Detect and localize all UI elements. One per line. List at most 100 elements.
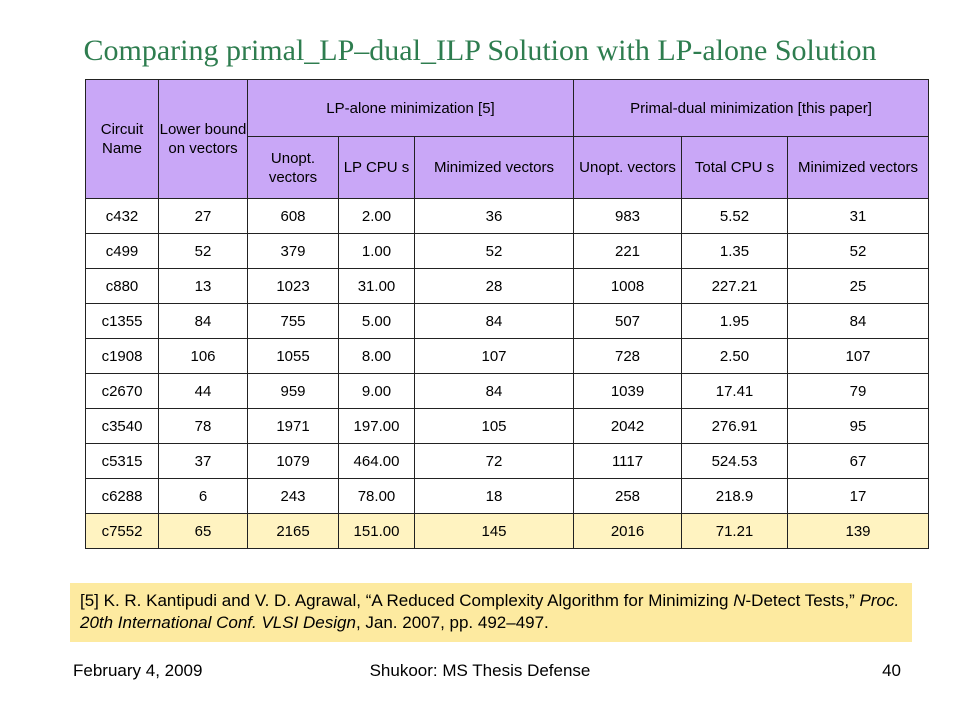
cell-lower-bound: 52: [158, 233, 248, 269]
cell-lp-cpu: 9.00: [338, 373, 415, 409]
cell-pd-minimized: 84: [787, 303, 930, 339]
header-primal-dual-group: Primal-dual minimization [this paper]: [573, 79, 930, 137]
cell-lp-minimized: 28: [413, 268, 575, 304]
cell-lp-minimized: 107: [413, 338, 575, 374]
cell-pd-cpu: 1.95: [681, 303, 789, 339]
cell-circuit: c1908: [85, 338, 159, 374]
cell-pd-cpu: 524.53: [681, 443, 789, 479]
header-lp-alone-group: LP-alone minimization [5]: [246, 79, 575, 137]
cell-circuit: c2670: [85, 373, 159, 409]
cell-lp-unopt: 2165: [247, 513, 339, 549]
cell-lp-cpu: 151.00: [338, 513, 415, 549]
reference-conference-name: Proc. 20th International Conf. VLSI Desi…: [80, 591, 900, 632]
cell-pd-minimized: 31: [787, 198, 930, 234]
table-row: c7552 65 2165 151.00 145 2016 71.21 139: [85, 513, 930, 549]
table-header-row-2: Unopt. vectors LP CPU s Minimized vector…: [86, 136, 930, 199]
cell-circuit: c432: [85, 198, 159, 234]
cell-lp-minimized: 18: [413, 478, 575, 514]
cell-lp-minimized: 84: [413, 373, 575, 409]
footer-page-number: 40: [882, 661, 901, 680]
cell-pd-unopt: 2016: [573, 513, 683, 549]
cell-lp-unopt: 755: [247, 303, 339, 339]
cell-lp-cpu: 8.00: [338, 338, 415, 374]
cell-lp-cpu: 464.00: [338, 443, 415, 479]
table-row: c1355 84 755 5.00 84 507 1.95 84: [85, 303, 930, 339]
cell-pd-cpu: 276.91: [681, 408, 789, 444]
cell-pd-unopt: 2042: [573, 408, 683, 444]
cell-lp-unopt: 1079: [247, 443, 339, 479]
cell-pd-unopt: 1117: [573, 443, 683, 479]
cell-lp-unopt: 1023: [247, 268, 339, 304]
cell-lower-bound: 44: [158, 373, 248, 409]
cell-circuit: c3540: [85, 408, 159, 444]
footer-date: February 4, 2009: [73, 661, 203, 680]
header-lower-bound: Lower bound on vectors: [158, 79, 248, 199]
cell-lp-cpu: 78.00: [338, 478, 415, 514]
cell-lp-minimized: 105: [413, 408, 575, 444]
cell-pd-unopt: 1008: [573, 268, 683, 304]
table-row: c880 13 1023 31.00 28 1008 227.21 25: [85, 268, 930, 304]
table-header-row-1: Circuit Name Lower bound on vectors LP-a…: [85, 79, 930, 199]
cell-lp-unopt: 1971: [247, 408, 339, 444]
cell-lp-unopt: 608: [247, 198, 339, 234]
cell-pd-cpu: 218.9: [681, 478, 789, 514]
cell-lp-cpu: 1.00: [338, 233, 415, 269]
footer-center-text: Shukoor: MS Thesis Defense: [369, 661, 591, 680]
header-pd-minimized-vectors: Minimized vectors: [787, 136, 930, 199]
table-row: c432 27 608 2.00 36 983 5.52 31: [85, 198, 930, 234]
reference-note: [5] K. R. Kantipudi and V. D. Agrawal, “…: [70, 583, 912, 642]
table-row: c3540 78 1971 197.00 105 2042 276.91 95: [85, 408, 930, 444]
cell-pd-unopt: 728: [573, 338, 683, 374]
reference-text-italic-n: N: [733, 591, 746, 610]
cell-pd-minimized: 79: [787, 373, 930, 409]
cell-circuit: c499: [85, 233, 159, 269]
cell-lower-bound: 78: [158, 408, 248, 444]
cell-lp-unopt: 959: [247, 373, 339, 409]
table-row: c499 52 379 1.00 52 221 1.35 52: [85, 233, 930, 269]
cell-lp-cpu: 197.00: [338, 408, 415, 444]
cell-lower-bound: 84: [158, 303, 248, 339]
cell-circuit: c1355: [85, 303, 159, 339]
results-table: Circuit Name Lower bound on vectors LP-a…: [85, 79, 930, 549]
cell-pd-minimized: 52: [787, 233, 930, 269]
cell-pd-unopt: 221: [573, 233, 683, 269]
table-body: c432 27 608 2.00 36 983 5.52 31 c499 52 379 1.00 52 2…: [85, 198, 930, 549]
table-row: c5315 37 1079 464.00 72 1117 524.53 67: [85, 443, 930, 479]
cell-pd-minimized: 25: [787, 268, 930, 304]
cell-pd-cpu: 71.21: [681, 513, 789, 549]
slide-title: Comparing primal_LP–dual_ILP Solution wi…: [83, 34, 877, 67]
header-lp-minimized-vectors: Minimized vectors: [413, 136, 575, 199]
cell-pd-unopt: 1039: [573, 373, 683, 409]
cell-circuit: c5315: [85, 443, 159, 479]
cell-pd-minimized: 67: [787, 443, 930, 479]
reference-text-3: , Jan. 2007, pp. 492–497.: [355, 613, 549, 632]
cell-pd-cpu: 1.35: [681, 233, 789, 269]
table-row: c1908 106 1055 8.00 107 728 2.50 107: [85, 338, 930, 374]
cell-pd-cpu: 5.52: [681, 198, 789, 234]
header-pd-unopt-vectors: Unopt. vectors: [573, 136, 683, 199]
header-lp-unopt-vectors: Unopt. vectors: [247, 136, 339, 199]
cell-lower-bound: 106: [158, 338, 248, 374]
cell-pd-minimized: 107: [787, 338, 930, 374]
table-row: c6288 6 243 78.00 18 258 218.9 17: [85, 478, 930, 514]
cell-pd-cpu: 2.50: [681, 338, 789, 374]
cell-lp-minimized: 36: [413, 198, 575, 234]
cell-lp-unopt: 379: [247, 233, 339, 269]
cell-pd-minimized: 139: [787, 513, 930, 549]
cell-lp-minimized: 84: [413, 303, 575, 339]
cell-pd-unopt: 983: [573, 198, 683, 234]
cell-lower-bound: 6: [158, 478, 248, 514]
cell-circuit: c880: [85, 268, 159, 304]
reference-text-2: -Detect Tests,”: [745, 591, 860, 610]
table-row: c2670 44 959 9.00 84 1039 17.41 79: [85, 373, 930, 409]
cell-lp-cpu: 5.00: [338, 303, 415, 339]
header-circuit-name: Circuit Name: [85, 79, 159, 199]
cell-pd-minimized: 17: [787, 478, 930, 514]
cell-circuit: c6288: [85, 478, 159, 514]
cell-lp-cpu: 31.00: [338, 268, 415, 304]
cell-lp-unopt: 1055: [247, 338, 339, 374]
cell-circuit: c7552: [85, 513, 159, 549]
cell-pd-unopt: 507: [573, 303, 683, 339]
cell-lp-cpu: 2.00: [338, 198, 415, 234]
cell-lower-bound: 27: [158, 198, 248, 234]
